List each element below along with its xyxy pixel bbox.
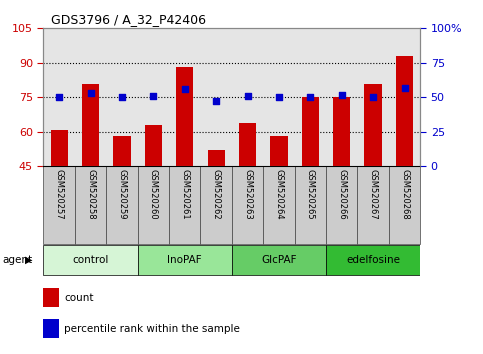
Point: [401, 85, 409, 91]
Bar: [114, 136, 130, 166]
Bar: [138, 245, 232, 275]
Text: GlcPAF: GlcPAF: [261, 255, 297, 265]
Text: GSM520267: GSM520267: [369, 169, 378, 219]
Bar: [232, 28, 263, 166]
Text: GSM520266: GSM520266: [337, 169, 346, 219]
Point: [181, 86, 188, 92]
Text: GDS3796 / A_32_P42406: GDS3796 / A_32_P42406: [51, 13, 206, 26]
Bar: [333, 97, 350, 166]
Bar: [232, 166, 263, 244]
Bar: [200, 28, 232, 166]
Bar: [326, 28, 357, 166]
Bar: [270, 136, 287, 166]
Text: ▶: ▶: [25, 255, 33, 265]
Bar: [357, 166, 389, 244]
Text: GSM520259: GSM520259: [117, 169, 127, 219]
Bar: [169, 28, 200, 166]
Bar: [326, 166, 357, 244]
Bar: [263, 28, 295, 166]
Bar: [396, 56, 413, 166]
Bar: [302, 97, 319, 166]
Bar: [326, 245, 420, 275]
Bar: [43, 166, 75, 244]
Text: GSM520257: GSM520257: [55, 169, 64, 219]
Bar: [239, 123, 256, 166]
Point: [118, 95, 126, 100]
Text: GSM520268: GSM520268: [400, 169, 409, 219]
Text: agent: agent: [2, 255, 32, 265]
Bar: [389, 28, 420, 166]
Text: GSM520265: GSM520265: [306, 169, 315, 219]
Point: [213, 99, 220, 104]
Bar: [106, 166, 138, 244]
Bar: [389, 166, 420, 244]
Text: InoPAF: InoPAF: [168, 255, 202, 265]
Text: GSM520263: GSM520263: [243, 169, 252, 219]
Bar: [138, 166, 169, 244]
Bar: [200, 166, 232, 244]
Point: [87, 90, 95, 96]
Text: control: control: [72, 255, 109, 265]
Bar: [75, 28, 106, 166]
Text: GSM520262: GSM520262: [212, 169, 221, 219]
Bar: [208, 150, 225, 166]
Bar: [43, 245, 138, 275]
Bar: [106, 28, 138, 166]
Bar: [75, 166, 106, 244]
Point: [275, 95, 283, 100]
Point: [369, 95, 377, 100]
Bar: [82, 84, 99, 166]
Point: [307, 95, 314, 100]
Bar: [295, 166, 326, 244]
Bar: [51, 130, 68, 166]
Point: [338, 92, 346, 97]
Bar: [43, 28, 75, 166]
Text: GSM520260: GSM520260: [149, 169, 158, 219]
Point: [150, 93, 157, 99]
Bar: [169, 166, 200, 244]
Bar: [138, 28, 169, 166]
Point: [56, 95, 63, 100]
Bar: [357, 28, 389, 166]
Bar: [365, 84, 382, 166]
Text: GSM520264: GSM520264: [274, 169, 284, 219]
Text: edelfosine: edelfosine: [346, 255, 400, 265]
Text: GSM520261: GSM520261: [180, 169, 189, 219]
Text: GSM520258: GSM520258: [86, 169, 95, 219]
Text: count: count: [64, 293, 94, 303]
Bar: [43, 319, 58, 338]
Bar: [176, 67, 193, 166]
Bar: [263, 166, 295, 244]
Bar: [43, 288, 58, 307]
Bar: [145, 125, 162, 166]
Text: percentile rank within the sample: percentile rank within the sample: [64, 324, 240, 334]
Bar: [232, 245, 326, 275]
Point: [243, 93, 251, 99]
Bar: [295, 28, 326, 166]
